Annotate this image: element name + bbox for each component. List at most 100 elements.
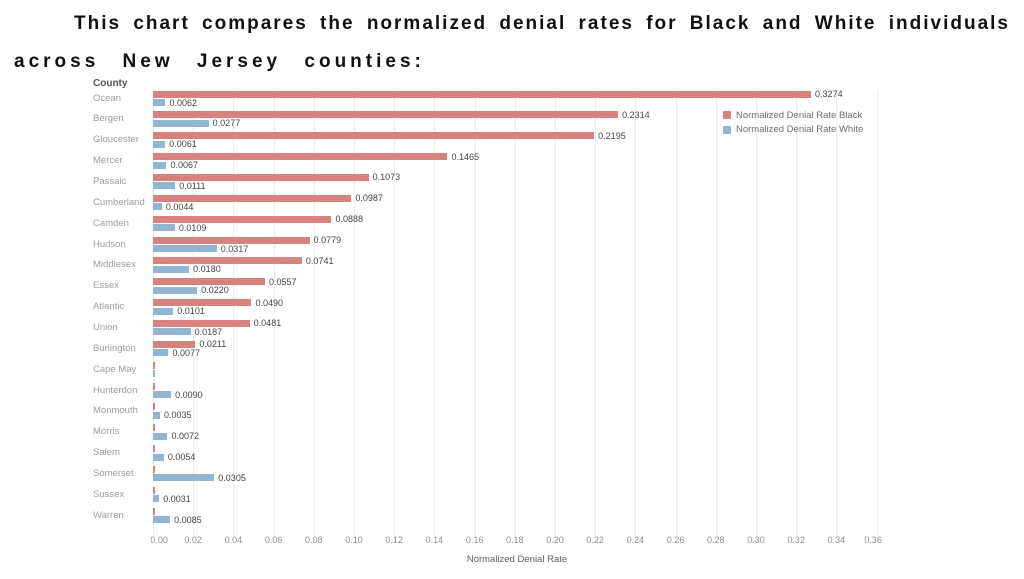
county-label: Middlesex bbox=[93, 259, 136, 271]
bar-chart: County Ocean 0.3274 0.0062 Bergen 0.2314 0.02… bbox=[93, 78, 893, 578]
x-tick-label: 0.36 bbox=[864, 535, 882, 545]
gridline bbox=[273, 90, 275, 536]
county-bars: 0.3274 0.0062 bbox=[153, 89, 881, 111]
county-bars: 0.0211 0.0077 bbox=[153, 339, 881, 361]
county-label: Warren bbox=[93, 509, 124, 521]
gridline bbox=[755, 90, 757, 536]
bar-black bbox=[153, 507, 155, 515]
county-label: Burlington bbox=[93, 342, 136, 354]
legend-swatch-white bbox=[723, 125, 731, 134]
bar-value-label: 0.0101 bbox=[177, 306, 205, 317]
county-bars: 0.1465 0.0067 bbox=[153, 152, 881, 174]
gridline bbox=[474, 90, 476, 536]
bar-black bbox=[153, 194, 352, 202]
bar-black bbox=[153, 299, 252, 307]
county-row: Cumberland 0.0987 0.0044 bbox=[93, 193, 881, 215]
x-tick-label: 0.00 bbox=[150, 535, 168, 545]
bar-black bbox=[153, 257, 302, 265]
bar-value-label: 0.0035 bbox=[164, 410, 192, 421]
bar-value-label: 0.0779 bbox=[313, 235, 342, 246]
x-tick-label: 0.34 bbox=[827, 535, 846, 545]
county-bars: 0.2195 0.0061 bbox=[153, 130, 881, 153]
bar-black bbox=[153, 382, 155, 390]
county-bars: 0.0054 bbox=[153, 445, 881, 466]
gridline bbox=[394, 90, 396, 536]
county-row: Warren 0.0085 bbox=[93, 507, 881, 528]
county-bars: 0.2314 0.0277 bbox=[153, 110, 881, 132]
bar-white bbox=[153, 328, 191, 336]
bar-value-label: 0.0187 bbox=[194, 326, 223, 337]
county-label: Passaic bbox=[93, 175, 127, 187]
county-bars: 0.0888 0.0109 bbox=[153, 214, 881, 236]
bar-value-label: 0.0067 bbox=[170, 160, 198, 171]
county-bars bbox=[153, 361, 881, 382]
gridline bbox=[876, 90, 878, 536]
bar-white bbox=[153, 182, 176, 190]
county-row: Passaic 0.1073 0.0111 bbox=[93, 172, 881, 194]
x-tick-label: 0.20 bbox=[546, 535, 564, 545]
bar-value-label: 0.0077 bbox=[172, 347, 200, 358]
legend-swatch-black bbox=[723, 111, 731, 120]
gridline bbox=[313, 90, 315, 536]
gridline bbox=[836, 90, 838, 536]
bar-value-label: 0.0054 bbox=[167, 452, 196, 463]
county-row: Monmouth 0.0035 bbox=[93, 403, 881, 424]
bar-value-label: 0.0481 bbox=[253, 318, 282, 329]
gridline bbox=[796, 90, 798, 536]
y-axis-header: County bbox=[93, 78, 128, 89]
chart-description-title: This chart compares the normalized denia… bbox=[14, 5, 1010, 80]
x-tick-label: 0.30 bbox=[747, 535, 765, 545]
county-label: Gloucester bbox=[93, 134, 139, 146]
bar-black bbox=[153, 173, 369, 181]
county-label: Somerset bbox=[93, 467, 134, 479]
bar-white bbox=[153, 99, 166, 106]
gridline bbox=[353, 90, 355, 536]
county-bars: 0.0741 0.0180 bbox=[153, 255, 881, 278]
bar-white bbox=[153, 370, 155, 378]
bar-white bbox=[153, 411, 161, 419]
county-bars: 0.0085 bbox=[153, 507, 881, 528]
county-row: Burlington 0.0211 0.0077 bbox=[93, 339, 881, 361]
bar-value-label: 0.0062 bbox=[169, 97, 197, 108]
bar-value-label: 0.0220 bbox=[201, 285, 229, 296]
legend-entry: Normalized Denial Rate Black bbox=[723, 108, 863, 123]
bar-value-label: 0.0090 bbox=[175, 389, 203, 400]
county-row: Hunterdon 0.0090 bbox=[93, 382, 881, 403]
county-bars: 0.0305 bbox=[153, 465, 881, 486]
x-tick-label: 0.04 bbox=[224, 535, 243, 545]
county-row: Morris 0.0072 bbox=[93, 424, 881, 445]
county-label: Morris bbox=[93, 426, 120, 438]
x-tick-label: 0.32 bbox=[787, 535, 805, 545]
bar-value-label: 0.2195 bbox=[598, 130, 626, 141]
x-axis-ticks: 0.00 0.02 0.04 0.06 0.08 0.10 0.12 0.14 0.16 0.18… bbox=[150, 534, 882, 546]
bar-value-label: 0.0109 bbox=[178, 222, 207, 233]
gridline bbox=[514, 90, 516, 536]
bar-value-label: 0.0072 bbox=[171, 431, 199, 442]
bar-value-label: 0.1073 bbox=[372, 172, 401, 183]
bar-black bbox=[153, 236, 310, 244]
county-bars: 0.0031 bbox=[153, 486, 881, 507]
county-label: Salem bbox=[93, 447, 120, 459]
bar-white bbox=[153, 161, 167, 169]
bar-white bbox=[153, 453, 164, 461]
bar-value-label: 0.0180 bbox=[193, 264, 221, 275]
bar-white bbox=[153, 349, 169, 357]
x-tick-label: 0.22 bbox=[586, 535, 604, 545]
bar-black bbox=[153, 319, 250, 327]
county-label: Essex bbox=[93, 280, 119, 292]
x-tick-label: 0.08 bbox=[305, 535, 323, 545]
bar-white bbox=[153, 495, 160, 503]
county-bars: 0.0072 bbox=[153, 424, 881, 445]
bar-black bbox=[153, 340, 196, 348]
x-tick-label: 0.14 bbox=[425, 535, 444, 545]
bar-value-label: 0.0741 bbox=[305, 255, 334, 266]
county-bars: 0.0987 0.0044 bbox=[153, 193, 881, 215]
gridline bbox=[434, 90, 436, 536]
county-row: Somerset 0.0305 bbox=[93, 465, 881, 486]
county-label: Atlantic bbox=[93, 301, 125, 313]
bar-white bbox=[153, 516, 171, 524]
county-row: Sussex 0.0031 bbox=[93, 486, 881, 507]
county-bars: 0.0481 0.0187 bbox=[153, 318, 881, 340]
bar-value-label: 0.0277 bbox=[212, 118, 241, 129]
